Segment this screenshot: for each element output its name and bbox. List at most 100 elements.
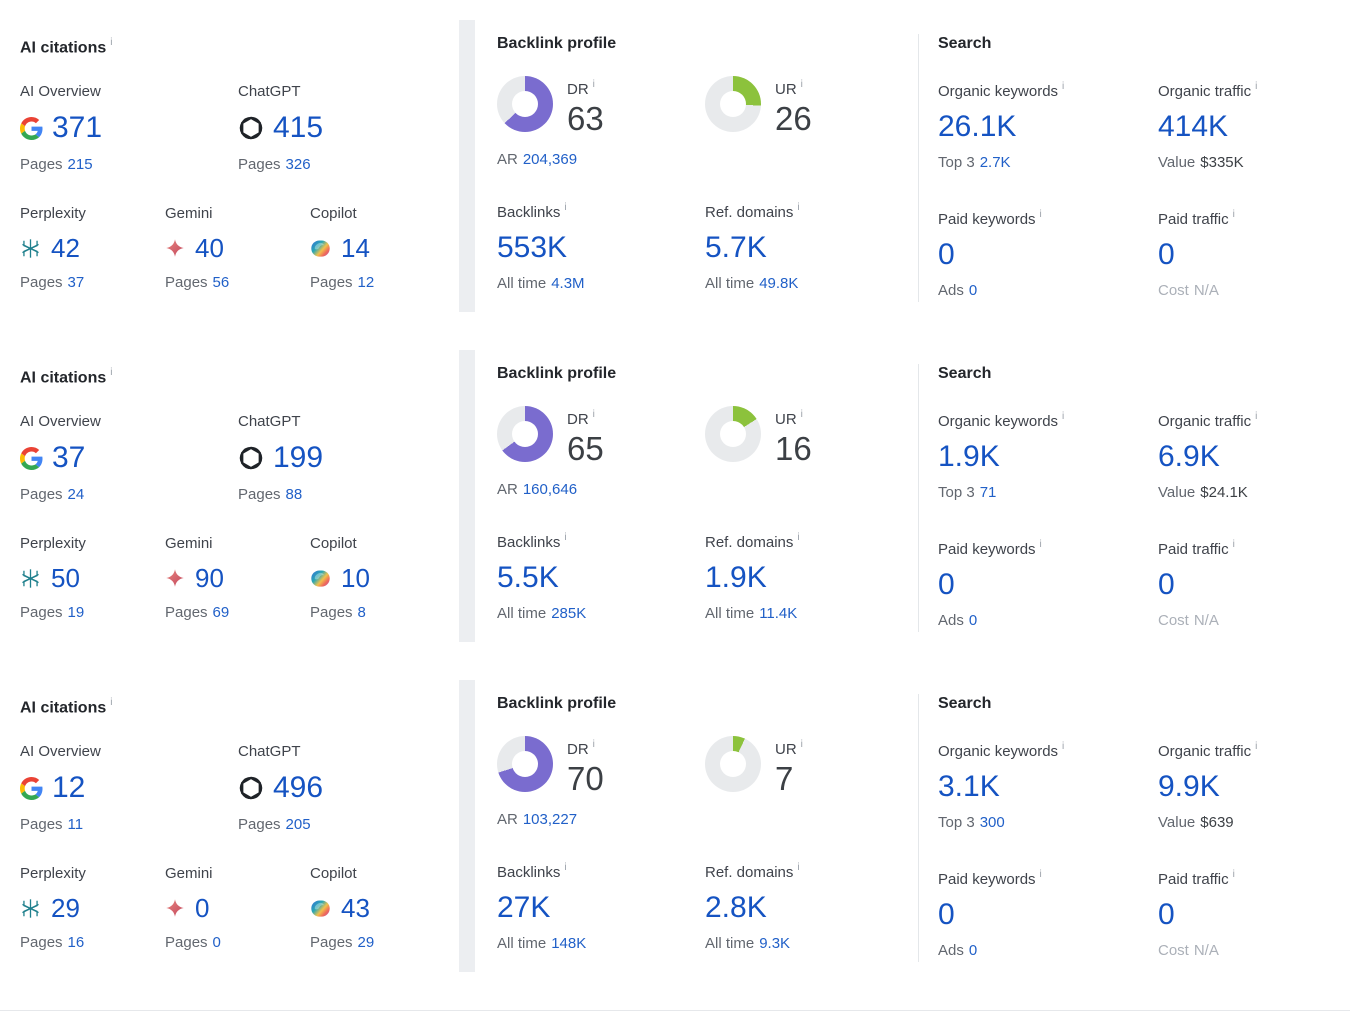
pages-count-link[interactable]: 24: [67, 486, 85, 504]
ref-domains-count[interactable]: 1.9K: [705, 561, 767, 594]
all-time-ref-domains-link[interactable]: 49.8K: [759, 275, 799, 292]
info-icon[interactable]: i: [592, 79, 595, 90]
top3-count-link[interactable]: 71: [979, 484, 997, 501]
paid-traffic-count[interactable]: 0: [1158, 898, 1175, 931]
paid-keywords-count[interactable]: 0: [938, 898, 955, 931]
info-icon[interactable]: i: [1232, 209, 1235, 220]
label-text: Organic traffic: [1158, 413, 1252, 430]
all-time-backlinks-link[interactable]: 4.3M: [551, 275, 585, 292]
info-icon[interactable]: i: [1255, 81, 1258, 92]
info-icon[interactable]: i: [800, 79, 803, 90]
pages-count-link[interactable]: 16: [67, 934, 85, 952]
all-time-ref-domains-link[interactable]: 9.3K: [759, 935, 791, 952]
all-time-backlinks-link[interactable]: 285K: [551, 605, 587, 622]
pages-count-link[interactable]: 215: [67, 156, 93, 174]
ai-citations-title: AI citations i: [20, 364, 440, 388]
ur-label: UR i: [775, 736, 803, 760]
ads-count-link[interactable]: 0: [968, 612, 978, 629]
ar-rank-link[interactable]: 204,369: [522, 151, 578, 168]
info-icon[interactable]: i: [797, 202, 800, 213]
ref-domains-count[interactable]: 5.7K: [705, 231, 767, 264]
info-icon[interactable]: i: [800, 409, 803, 420]
ads-count-link[interactable]: 0: [968, 282, 978, 299]
backlinks-count[interactable]: 5.5K: [497, 561, 559, 594]
info-icon[interactable]: i: [110, 367, 113, 378]
top3-count-link[interactable]: 2.7K: [979, 154, 1011, 171]
pages-count-link[interactable]: 29: [357, 934, 375, 952]
copilot-count[interactable]: 10: [341, 563, 370, 594]
info-icon[interactable]: i: [1232, 539, 1235, 550]
ai-overview-metric: AI Overview 37 Page: [20, 412, 238, 504]
gemini-count[interactable]: 40: [195, 233, 224, 264]
info-icon[interactable]: i: [1232, 869, 1235, 880]
info-icon[interactable]: i: [110, 37, 113, 48]
paid-traffic-count[interactable]: 0: [1158, 568, 1175, 601]
organic-traffic-count[interactable]: 9.9K: [1158, 770, 1220, 803]
info-icon[interactable]: i: [1062, 81, 1065, 92]
ai-overview-count[interactable]: 37: [52, 441, 86, 475]
organic-traffic-count[interactable]: 6.9K: [1158, 440, 1220, 473]
info-icon[interactable]: i: [1062, 741, 1065, 752]
organic-traffic-count[interactable]: 414K: [1158, 110, 1229, 143]
info-icon[interactable]: i: [797, 862, 800, 873]
search-section: Search Organic keywords i 1.9K Top 3 71 Or…: [919, 350, 1350, 642]
info-icon[interactable]: i: [1039, 539, 1042, 550]
info-icon[interactable]: i: [1255, 741, 1258, 752]
perplexity-count[interactable]: 29: [51, 893, 80, 924]
pages-count-link[interactable]: 88: [285, 486, 303, 504]
all-time-ref-domains-link[interactable]: 11.4K: [759, 605, 798, 622]
organic-keywords-count[interactable]: 1.9K: [938, 440, 1000, 473]
chatgpt-count[interactable]: 199: [273, 441, 324, 475]
info-icon[interactable]: i: [592, 409, 595, 420]
ref-domains-count[interactable]: 2.8K: [705, 891, 767, 924]
ai-overview-count[interactable]: 371: [52, 111, 103, 145]
info-icon[interactable]: i: [564, 532, 567, 543]
top3-count-link[interactable]: 300: [979, 814, 1005, 831]
info-icon[interactable]: i: [110, 697, 113, 708]
ar-rank-link[interactable]: 103,227: [522, 811, 578, 828]
info-icon[interactable]: i: [797, 532, 800, 543]
all-time-backlinks-link[interactable]: 148K: [551, 935, 587, 952]
pages-count-link[interactable]: 0: [212, 934, 221, 952]
organic-keywords-label: Organic keywords i: [938, 78, 1158, 102]
chatgpt-count[interactable]: 496: [273, 771, 324, 805]
info-icon[interactable]: i: [564, 202, 567, 213]
chatgpt-count[interactable]: 415: [273, 111, 324, 145]
perplexity-count[interactable]: 42: [51, 233, 80, 264]
backlinks-count[interactable]: 553K: [497, 231, 568, 264]
info-icon[interactable]: i: [1039, 869, 1042, 880]
pages-count-link[interactable]: 69: [212, 604, 230, 622]
ur-score: 16: [775, 430, 812, 467]
pages-count-link[interactable]: 11: [67, 816, 84, 834]
url-rating-cell: UR i 7: [705, 714, 900, 829]
copilot-count[interactable]: 14: [341, 233, 370, 264]
ar-rank-link[interactable]: 160,646: [522, 481, 578, 498]
ads-count-link[interactable]: 0: [968, 942, 978, 959]
info-icon[interactable]: i: [1062, 411, 1065, 422]
pages-count-link[interactable]: 205: [285, 816, 311, 834]
copilot-label: Copilot: [310, 205, 357, 223]
pages-count-link[interactable]: 19: [67, 604, 85, 622]
paid-traffic-count[interactable]: 0: [1158, 238, 1175, 271]
organic-keywords-count[interactable]: 26.1K: [938, 110, 1017, 143]
info-icon[interactable]: i: [800, 739, 803, 750]
pages-count-link[interactable]: 8: [357, 604, 366, 622]
info-icon[interactable]: i: [592, 739, 595, 750]
pages-count-link[interactable]: 37: [67, 274, 85, 292]
info-icon[interactable]: i: [1255, 411, 1258, 422]
pages-count-link[interactable]: 56: [212, 274, 230, 292]
gemini-count[interactable]: 90: [195, 563, 224, 594]
paid-keywords-count[interactable]: 0: [938, 238, 955, 271]
pages-count-link[interactable]: 12: [357, 274, 375, 292]
backlinks-count[interactable]: 27K: [497, 891, 551, 924]
ur-label: UR i: [775, 76, 812, 100]
paid-keywords-count[interactable]: 0: [938, 568, 955, 601]
copilot-count[interactable]: 43: [341, 893, 370, 924]
organic-keywords-count[interactable]: 3.1K: [938, 770, 1000, 803]
perplexity-count[interactable]: 50: [51, 563, 80, 594]
info-icon[interactable]: i: [564, 862, 567, 873]
pages-count-link[interactable]: 326: [285, 156, 311, 174]
info-icon[interactable]: i: [1039, 209, 1042, 220]
ai-overview-count[interactable]: 12: [52, 771, 86, 805]
gemini-count[interactable]: 0: [195, 893, 210, 924]
